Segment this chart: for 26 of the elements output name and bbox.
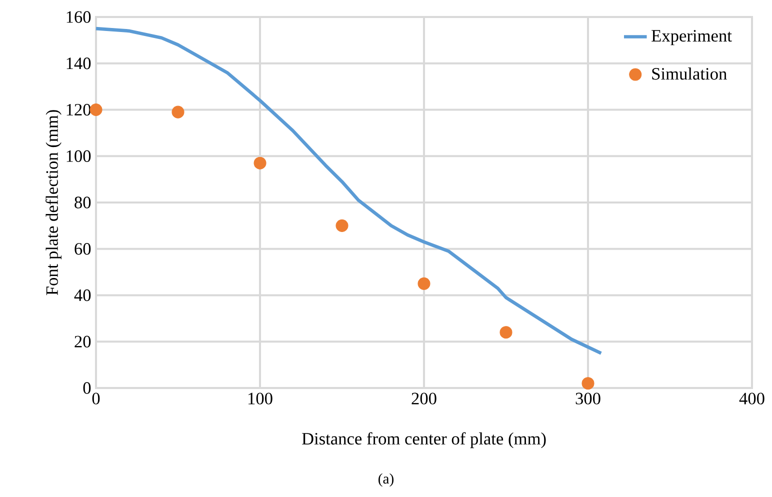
x-tick-label: 300 (576, 392, 600, 404)
point (336, 219, 348, 232)
y-tick-label: 160 (66, 11, 91, 23)
y-tick-label: 40 (74, 289, 91, 302)
y-axis-title: Font plate deflection (mm) (46, 110, 62, 296)
y-tick-label: 80 (74, 196, 91, 208)
point (582, 377, 594, 390)
point (90, 103, 102, 116)
point (172, 106, 184, 118)
text: (a) (378, 473, 394, 487)
x-tick-label: 0 (92, 392, 100, 404)
y-tick-label: 60 (74, 243, 91, 255)
y-tick-label: 140 (66, 58, 91, 70)
x-tick-label: 100 (248, 392, 272, 404)
x-tick-label: 200 (412, 392, 436, 404)
y-tick-label: 0 (83, 382, 91, 394)
y-tick-label: 100 (66, 150, 91, 162)
point (500, 326, 512, 339)
point (418, 277, 430, 290)
legend-label: Experiment (652, 30, 732, 46)
y-tick-label: 120 (66, 104, 91, 116)
legend-label: Simulation (652, 68, 727, 80)
y-tick-label: 20 (74, 336, 91, 348)
x-axis-title: Distance from center of plate (mm) (302, 432, 546, 448)
x-tick-label: 400 (739, 392, 764, 404)
point (254, 156, 266, 170)
